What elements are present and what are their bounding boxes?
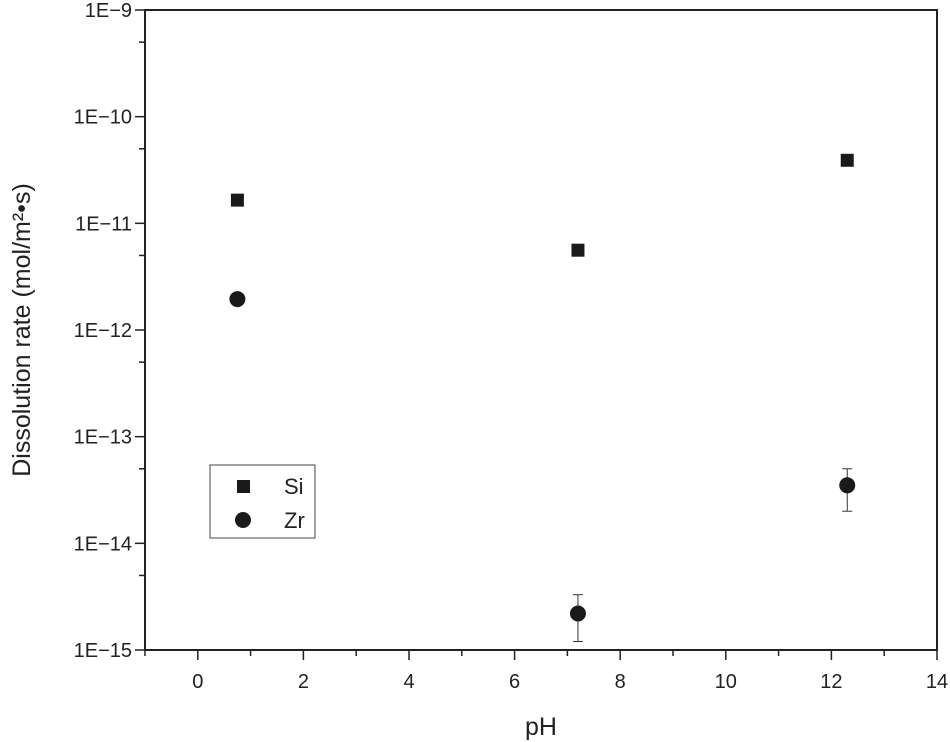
y-tick-label: 1E−10 <box>74 107 132 129</box>
data-point-si <box>230 193 244 207</box>
data-point-zr <box>839 477 856 494</box>
data-point-zr <box>569 605 586 622</box>
y-tick-label: 1E−15 <box>74 640 132 662</box>
data-markers <box>229 153 856 622</box>
x-tick-label: 12 <box>820 671 842 693</box>
x-tick-label: 2 <box>298 671 309 693</box>
y-tick-label: 1E−11 <box>75 213 132 235</box>
x-tick-label: 0 <box>192 671 203 693</box>
x-tick-label: 10 <box>715 671 737 693</box>
y-tick-label: 1E−9 <box>85 0 132 22</box>
legend: Si Zr <box>209 464 316 539</box>
x-axis-ticks: 0 2 4 6 8 10 12 14 <box>144 650 948 693</box>
x-tick-label: 14 <box>926 671 948 693</box>
x-tick-label: 4 <box>403 671 414 693</box>
legend-square-marker <box>237 480 250 493</box>
data-point-zr <box>229 291 246 308</box>
y-tick-label: 1E−13 <box>74 427 132 449</box>
y-axis-title: Dissolution rate (mol/m²•s) <box>8 183 36 477</box>
data-point-si <box>571 243 585 257</box>
plot-frame <box>144 9 938 651</box>
x-tick-label: 6 <box>509 671 520 693</box>
x-tick-label: 8 <box>615 671 626 693</box>
legend-label-zr: Zr <box>284 508 305 533</box>
data-point-si <box>840 153 854 167</box>
legend-box <box>209 464 316 539</box>
x-axis-title: pH <box>525 713 557 741</box>
legend-label-si: Si <box>284 474 304 499</box>
y-tick-label: 1E−12 <box>74 320 132 342</box>
y-axis-ticks: 1E−15 1E−14 1E−13 1E−12 1E−11 1E−10 1E−9 <box>74 0 145 662</box>
legend-circle-marker <box>235 512 251 528</box>
y-tick-label: 1E−14 <box>74 533 132 555</box>
